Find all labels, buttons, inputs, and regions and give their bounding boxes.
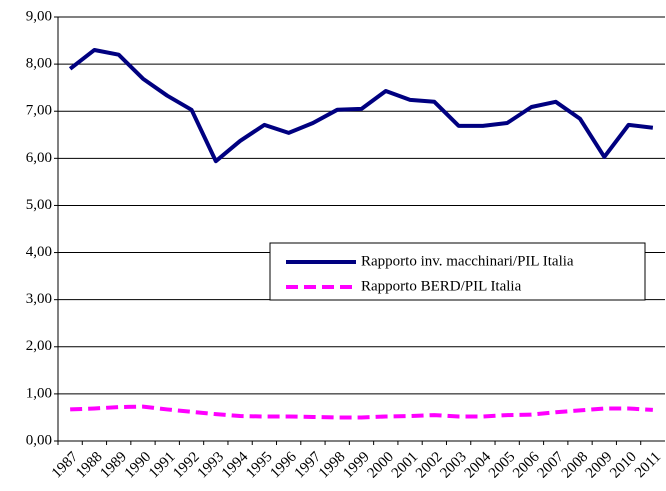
y-tick-label: 7,00 xyxy=(26,103,52,119)
x-tick-label: 1987 xyxy=(49,449,82,482)
y-tick-label: 6,00 xyxy=(26,150,52,166)
x-tick-label: 1995 xyxy=(243,449,276,482)
y-tick-label: 1,00 xyxy=(26,385,52,401)
x-tick-label: 2008 xyxy=(559,449,592,482)
x-tick-label: 2009 xyxy=(583,449,616,482)
y-tick-label: 5,00 xyxy=(26,197,52,213)
x-tick-label: 2007 xyxy=(534,449,567,482)
y-tick-label: 8,00 xyxy=(26,56,52,72)
x-tick-label: 1997 xyxy=(292,449,325,482)
x-tick-label: 2000 xyxy=(365,449,398,482)
x-tick-label: 2011 xyxy=(632,449,664,481)
y-tick-label: 3,00 xyxy=(26,291,52,307)
x-tick-label: 2005 xyxy=(486,449,519,482)
y-tick-label: 4,00 xyxy=(26,244,52,260)
x-tick-label: 1998 xyxy=(316,449,349,482)
x-tick-label: 1996 xyxy=(267,449,300,482)
x-tick-label: 1988 xyxy=(73,449,106,482)
x-tick-label: 1990 xyxy=(122,449,155,482)
y-tick-label: 0,00 xyxy=(26,432,52,448)
x-tick-label: 2004 xyxy=(462,449,495,482)
x-tick-label: 1994 xyxy=(219,449,252,482)
x-tick-label: 2001 xyxy=(389,449,422,482)
x-tick-label: 1989 xyxy=(97,449,130,482)
legend-label: Rapporto inv. macchinari/PIL Italia xyxy=(361,253,574,269)
series-line xyxy=(68,47,654,164)
legend-box xyxy=(269,242,646,301)
x-tick-label: 2003 xyxy=(437,449,470,482)
legend-label: Rapporto BERD/PIL Italia xyxy=(361,278,522,294)
x-tick-label: 1999 xyxy=(340,449,373,482)
x-tick-label: 1992 xyxy=(170,449,203,482)
series-line xyxy=(70,404,653,420)
legend: Rapporto inv. macchinari/PIL Italia Rappo… xyxy=(269,242,646,301)
y-tick-label: 9,00 xyxy=(26,8,52,24)
x-tick-label: 1991 xyxy=(146,449,179,482)
x-tick-label: 2006 xyxy=(510,449,543,482)
x-tick-label: 1993 xyxy=(195,449,228,482)
x-tick-label: 2010 xyxy=(607,449,640,482)
x-tick-label: 2002 xyxy=(413,449,446,482)
y-tick-label: 2,00 xyxy=(26,338,52,354)
